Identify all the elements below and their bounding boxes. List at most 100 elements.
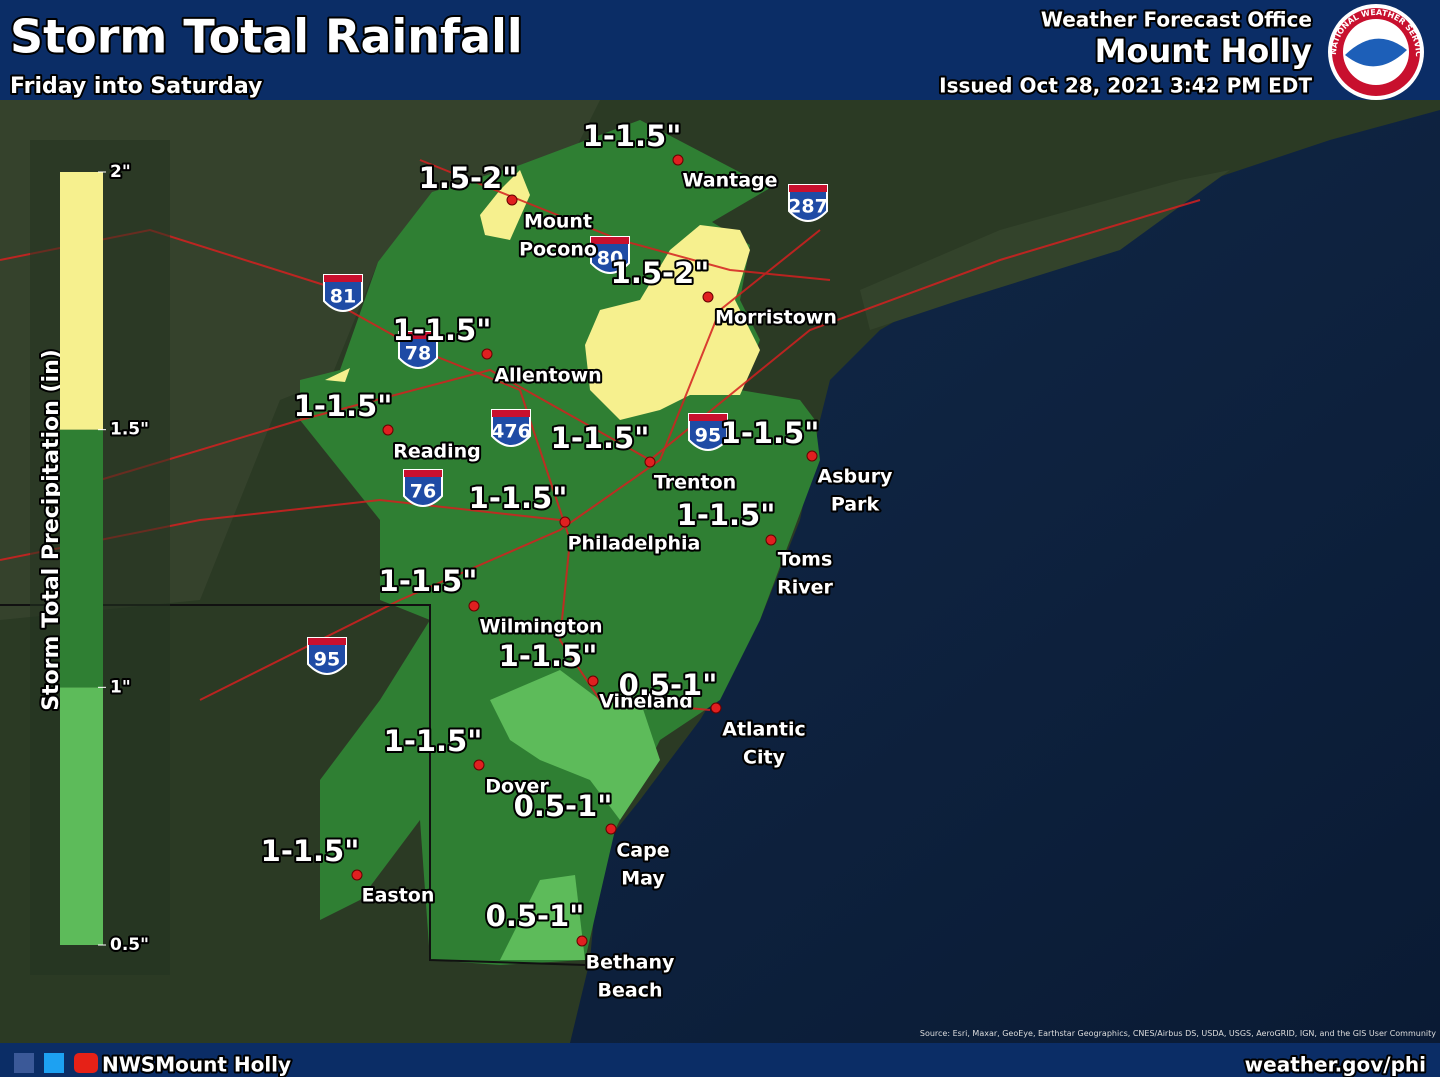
rainfall-range-label: 1-1.5" [384,724,483,758]
shield-number: 80 [597,248,623,270]
city-label: Reading [393,441,481,463]
office-line1: Weather Forecast Office [1041,8,1312,32]
city-dot [382,424,394,436]
rain-region-0.5-1 [490,670,660,820]
rainfall-range-label: 0.5-1" [486,899,585,933]
city-label: Easton [362,885,435,907]
city-label: Toms [778,549,833,571]
shield-number: 76 [410,481,436,503]
city-label: Dover [485,776,549,798]
rainfall-range-label: 1-1.5" [499,639,598,673]
city-dot [351,869,363,881]
city-label: Cape [616,840,669,862]
shield-top [404,470,442,477]
city-dot [644,456,656,468]
twitter-icon[interactable] [44,1053,64,1073]
city-label: Mount [524,211,592,233]
interstate-shield [688,413,728,451]
rainfall-range-label: 1-1.5" [261,834,360,868]
legend-tick-label: 1.5" [110,420,149,440]
city-label: Wilmington [479,616,602,638]
city-label: Asbury [818,466,894,488]
header-band [0,0,1440,100]
legend-swatch [60,429,103,688]
rain-region-1.5-2 [585,225,760,420]
title: Storm Total Rainfall [10,10,523,64]
city-dot [765,534,777,546]
city-label: Bethany [586,952,675,974]
legend-tick-label: 1" [110,677,131,697]
rainfall-range-label: 1-1.5" [469,481,568,515]
city-label: City [743,747,786,769]
city-dot [587,675,599,687]
shield-top [308,638,346,645]
shield-top [492,410,530,417]
social-handle: NWSMount Holly [102,1053,291,1077]
city-label: Trenton [654,472,736,494]
rainfall-range-label: 1-1.5" [379,564,478,598]
logo-cloud [1345,38,1407,67]
office-line2: Mount Holly [1095,32,1313,70]
shield-number: 95 [314,649,340,671]
long-island [860,170,1230,330]
rainfall-range-label: 1-1.5" [677,498,776,532]
city-dot [481,348,493,360]
shield-top [399,332,437,339]
city-label: May [621,868,665,890]
rainfall-range-label: 0.5-1" [619,668,718,702]
shield-number: 95 [695,425,721,447]
rainfall-range-label: 1-1.5" [721,416,820,450]
city-dot [605,823,617,835]
legend-tick-label: 0.5" [110,935,149,955]
city-label: Allentown [494,365,601,387]
issued: Issued Oct 28, 2021 3:42 PM EDT [939,74,1312,98]
city-label: Atlantic [722,719,806,741]
city-label: Wantage [682,170,777,192]
city-dot [672,154,684,166]
rain-region-1.5-2 [325,368,350,382]
interstate-shield [403,469,443,507]
interstate-shield [323,274,363,312]
shield-top [591,237,629,244]
legend-tick-label: 2" [110,162,131,182]
interstate-shield [788,184,828,222]
source-credit: Source: Esri, Maxar, GeoEye, Earthstar G… [920,1029,1436,1038]
interstate-shield [398,331,438,369]
city-label: Philadelphia [568,533,701,555]
city-dot [506,194,518,206]
city-dot [473,759,485,771]
state-border [0,604,586,966]
interstate-shield [491,409,531,447]
rainfall-range-label: 1-1.5" [583,119,682,153]
rain-region-1.5-2 [480,170,530,240]
city-dot [702,291,714,303]
rainfall-range-label: 1.5-2" [611,256,710,290]
shield-number: 476 [491,421,531,443]
shield-top [689,414,727,421]
rainfall-range-label: 0.5-1" [514,789,613,823]
facebook-icon[interactable] [14,1053,34,1073]
shield-top [789,185,827,192]
interstate-shield [307,637,347,675]
city-dot [576,935,588,947]
city-label: Vineland [599,691,693,713]
map-labels: 81 78 476 76 95 80 287 95 Wantage Mount Pocono Morr… [259,117,895,1004]
rainfall-range-label: 1-1.5" [551,421,650,455]
legend: Storm Total Precipitation (in) 0.5"1"1.5… [30,140,170,975]
city-dot [559,516,571,528]
shield-number: 78 [405,343,431,365]
website[interactable]: weather.gov/phi [1243,1051,1428,1077]
city-label: Beach [598,980,663,1002]
rainfall-range-label: 1.5-2" [419,161,518,195]
youtube-icon[interactable] [74,1053,98,1073]
shield-top [324,275,362,282]
city-dot [806,450,818,462]
shield-number: 81 [330,286,356,308]
legend-swatch [60,687,103,945]
city-label: Park [831,494,880,516]
rain-region-0.5-1 [500,875,585,960]
city-dot [710,702,722,714]
city-dot [468,600,480,612]
legend-swatch [60,172,103,430]
